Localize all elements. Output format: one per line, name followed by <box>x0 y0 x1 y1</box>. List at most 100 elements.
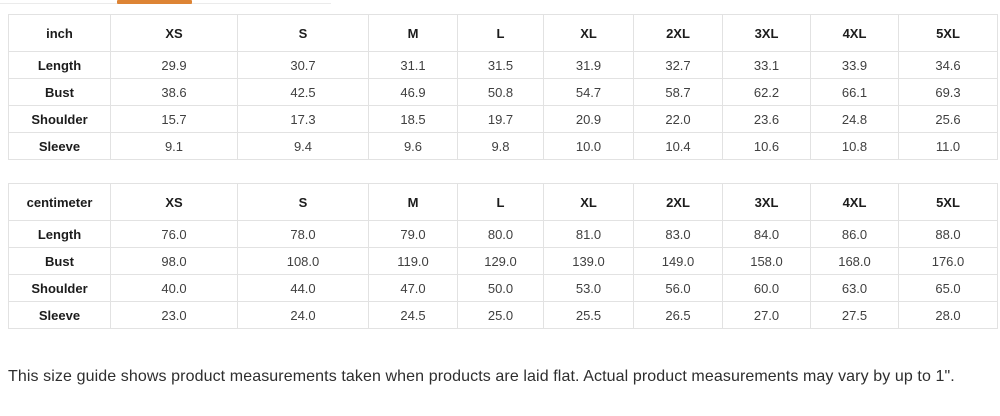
measurement-value: 83.0 <box>633 220 723 248</box>
unit-header-cell: centimeter <box>8 183 111 221</box>
size-header-cell: XS <box>110 183 238 221</box>
measurement-value: 24.0 <box>237 301 369 329</box>
measurement-value: 23.0 <box>110 301 238 329</box>
size-header-cell: S <box>237 183 369 221</box>
measurement-value: 38.6 <box>110 78 238 106</box>
measurement-value: 22.0 <box>633 105 723 133</box>
table-row: Length 29.9 30.7 31.1 31.5 31.9 32.7 33.1 33.9 34… <box>8 51 998 79</box>
measurement-value: 19.7 <box>457 105 544 133</box>
measurement-value: 15.7 <box>110 105 238 133</box>
measurement-value: 9.6 <box>368 132 458 160</box>
measurement-value: 20.9 <box>543 105 634 133</box>
size-header-cell: XL <box>543 183 634 221</box>
table-row: Shoulder 15.7 17.3 18.5 19.7 20.9 22.0 23.6 24.8… <box>8 105 998 133</box>
measurement-value: 50.0 <box>457 274 544 302</box>
measurement-value: 34.6 <box>898 51 998 79</box>
measurement-value: 88.0 <box>898 220 998 248</box>
measurement-value: 11.0 <box>898 132 998 160</box>
size-table-centimeter: centimeter XS S M L XL 2XL 3XL 4XL 5XL Length 76.0… <box>8 183 998 329</box>
measurement-value: 44.0 <box>237 274 369 302</box>
size-header-cell: 4XL <box>810 14 899 52</box>
size-header-cell: 3XL <box>722 14 811 52</box>
measurement-value: 9.4 <box>237 132 369 160</box>
measurement-value: 53.0 <box>543 274 634 302</box>
measurement-value: 27.0 <box>722 301 811 329</box>
measurement-value: 10.0 <box>543 132 634 160</box>
size-header-cell: 3XL <box>722 183 811 221</box>
measurement-value: 24.5 <box>368 301 458 329</box>
header-row: centimeter XS S M L XL 2XL 3XL 4XL 5XL <box>8 183 998 221</box>
active-tab-underline[interactable] <box>117 0 192 4</box>
size-header-cell: 5XL <box>898 14 998 52</box>
measurement-value: 30.7 <box>237 51 369 79</box>
measurement-value: 18.5 <box>368 105 458 133</box>
measurement-value: 46.9 <box>368 78 458 106</box>
measurement-value: 176.0 <box>898 247 998 275</box>
measurement-value: 25.5 <box>543 301 634 329</box>
measurement-value: 76.0 <box>110 220 238 248</box>
measurement-label: Shoulder <box>8 274 111 302</box>
measurement-label: Bust <box>8 247 111 275</box>
measurement-value: 98.0 <box>110 247 238 275</box>
measurement-value: 149.0 <box>633 247 723 275</box>
measurement-value: 50.8 <box>457 78 544 106</box>
size-header-cell: XL <box>543 14 634 52</box>
measurement-value: 42.5 <box>237 78 369 106</box>
measurement-value: 29.9 <box>110 51 238 79</box>
measurement-value: 84.0 <box>722 220 811 248</box>
measurement-value: 119.0 <box>368 247 458 275</box>
measurement-value: 31.1 <box>368 51 458 79</box>
measurement-value: 31.5 <box>457 51 544 79</box>
measurement-value: 69.3 <box>898 78 998 106</box>
table-row: Bust 98.0 108.0 119.0 129.0 139.0 149.0 158.0 16… <box>8 247 998 275</box>
measurement-value: 32.7 <box>633 51 723 79</box>
size-header-cell: M <box>368 14 458 52</box>
tab-bar <box>0 0 331 4</box>
measurement-value: 25.6 <box>898 105 998 133</box>
table-row: Length 76.0 78.0 79.0 80.0 81.0 83.0 84.0 86.0 88… <box>8 220 998 248</box>
size-header-cell: XS <box>110 14 238 52</box>
measurement-value: 9.8 <box>457 132 544 160</box>
size-header-cell: 4XL <box>810 183 899 221</box>
header-row: inch XS S M L XL 2XL 3XL 4XL 5XL <box>8 14 998 52</box>
measurement-value: 158.0 <box>722 247 811 275</box>
measurement-value: 25.0 <box>457 301 544 329</box>
measurement-value: 40.0 <box>110 274 238 302</box>
measurement-value: 33.1 <box>722 51 811 79</box>
table-row: Bust 38.6 42.5 46.9 50.8 54.7 58.7 62.2 66.1 69.3 <box>8 78 998 106</box>
measurement-value: 80.0 <box>457 220 544 248</box>
size-header-cell: 2XL <box>633 183 723 221</box>
measurement-label: Shoulder <box>8 105 111 133</box>
measurement-value: 47.0 <box>368 274 458 302</box>
table-row: Sleeve 23.0 24.0 24.5 25.0 25.5 26.5 27.0 27.5 28… <box>8 301 998 329</box>
measurement-value: 27.5 <box>810 301 899 329</box>
size-header-cell: 5XL <box>898 183 998 221</box>
measurement-value: 65.0 <box>898 274 998 302</box>
measurement-value: 108.0 <box>237 247 369 275</box>
measurement-value: 56.0 <box>633 274 723 302</box>
table-row: Sleeve 9.1 9.4 9.6 9.8 10.0 10.4 10.6 10.8 11.0 <box>8 132 998 160</box>
size-header-cell: L <box>457 14 544 52</box>
unit-header-cell: inch <box>8 14 111 52</box>
measurement-value: 129.0 <box>457 247 544 275</box>
measurement-value: 62.2 <box>722 78 811 106</box>
size-table-inch: inch XS S M L XL 2XL 3XL 4XL 5XL Length 29.9 30.7 31… <box>8 14 998 160</box>
measurement-label: Bust <box>8 78 111 106</box>
footer-note: This size guide shows product measuremen… <box>8 368 955 385</box>
size-header-cell: 2XL <box>633 14 723 52</box>
measurement-value: 10.8 <box>810 132 899 160</box>
measurement-value: 168.0 <box>810 247 899 275</box>
measurement-value: 31.9 <box>543 51 634 79</box>
measurement-value: 58.7 <box>633 78 723 106</box>
measurement-value: 26.5 <box>633 301 723 329</box>
measurement-value: 10.4 <box>633 132 723 160</box>
table-row: Shoulder 40.0 44.0 47.0 50.0 53.0 56.0 60.0 63.0… <box>8 274 998 302</box>
measurement-value: 60.0 <box>722 274 811 302</box>
measurement-value: 17.3 <box>237 105 369 133</box>
measurement-label: Length <box>8 220 111 248</box>
measurement-value: 81.0 <box>543 220 634 248</box>
measurement-label: Length <box>8 51 111 79</box>
measurement-value: 139.0 <box>543 247 634 275</box>
measurement-value: 54.7 <box>543 78 634 106</box>
